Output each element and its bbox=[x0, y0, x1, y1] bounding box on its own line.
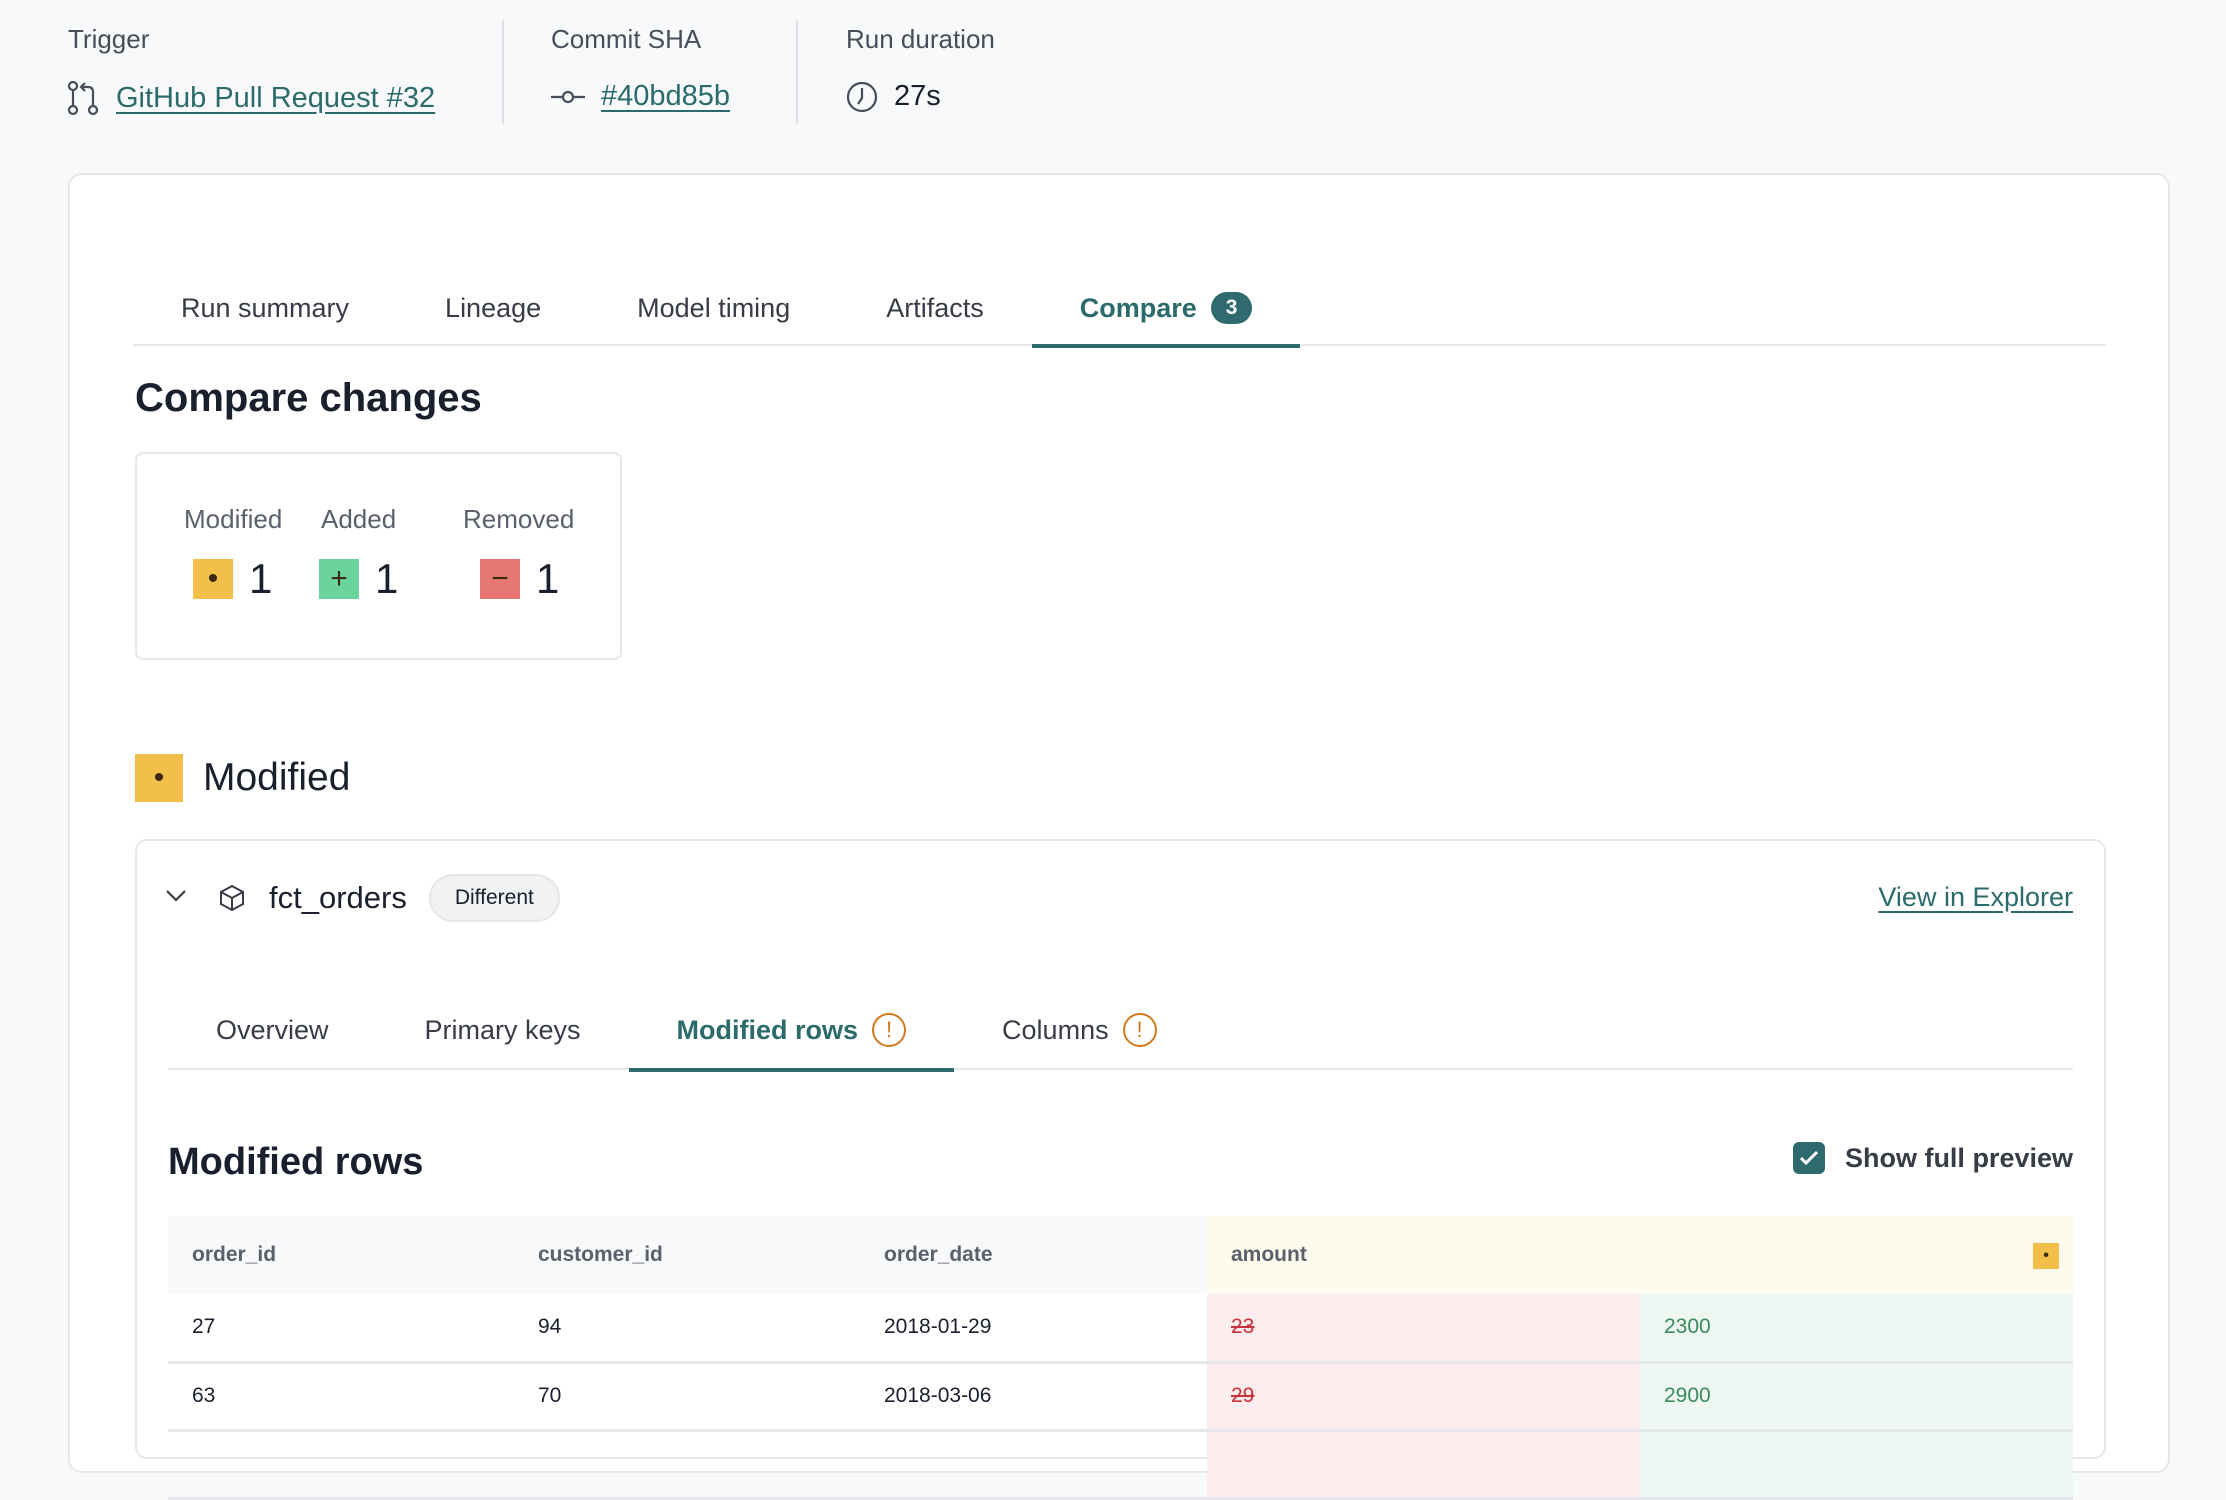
cell-customer-id: 70 bbox=[514, 1362, 860, 1432]
summary-added: Added +1 bbox=[319, 504, 399, 603]
show-full-preview-label: Show full preview bbox=[1844, 1142, 2073, 1173]
summary-count: 1 bbox=[249, 555, 273, 602]
pull-request-link[interactable]: GitHub Pull Request #32 bbox=[116, 81, 436, 114]
modified-rows-table: order_id customer_id order_date amount • … bbox=[168, 1216, 2073, 1500]
cube-icon bbox=[220, 884, 244, 912]
show-full-preview-toggle[interactable]: Show full preview bbox=[1792, 1142, 2073, 1174]
modified-dot-icon: • bbox=[193, 559, 233, 599]
column-header-amount: amount • bbox=[1207, 1216, 2073, 1294]
tab-artifacts[interactable]: Artifacts bbox=[838, 270, 1032, 346]
summary-removed: Removed −1 bbox=[463, 504, 574, 603]
commit-label: Commit SHA bbox=[551, 24, 702, 54]
table-row-partial bbox=[168, 1430, 2073, 1500]
tab-label: Model timing bbox=[637, 292, 791, 323]
modified-dot-icon: • bbox=[2033, 1243, 2059, 1269]
column-header: order_id bbox=[168, 1216, 514, 1294]
model-name: fct_orders bbox=[269, 880, 407, 915]
cell-order-date: 2018-01-29 bbox=[860, 1294, 1207, 1364]
summary-label: Removed bbox=[463, 504, 575, 534]
cell-order-id: 27 bbox=[168, 1294, 514, 1364]
cell-order-date: 2018-03-06 bbox=[860, 1362, 1207, 1432]
page-title: Compare changes bbox=[135, 376, 482, 420]
table-row: 27 94 2018-01-29 23 2300 bbox=[168, 1294, 2073, 1364]
duration-value: 27s bbox=[846, 80, 941, 113]
cell-amount-new: 2300 bbox=[1640, 1294, 2073, 1364]
column-header: order_date bbox=[860, 1216, 1207, 1294]
summary-count: 1 bbox=[536, 555, 560, 602]
model-subtabs: Overview Primary keys Modified rows! Col… bbox=[168, 990, 2073, 1072]
status-badge: Different bbox=[428, 874, 560, 922]
table-header: order_id customer_id order_date amount • bbox=[168, 1216, 2073, 1294]
duration-text: 27s bbox=[894, 80, 941, 112]
modified-dot-icon: • bbox=[135, 754, 183, 802]
view-in-explorer-link[interactable]: View in Explorer bbox=[1878, 882, 2073, 912]
tab-label: Artifacts bbox=[886, 292, 984, 323]
compare-count-badge: 3 bbox=[1210, 292, 1253, 324]
minus-icon: − bbox=[480, 559, 520, 599]
change-summary: Modified • 1 Added +1 Removed −1 bbox=[135, 452, 622, 660]
tab-lineage[interactable]: Lineage bbox=[397, 270, 589, 346]
cell-order-id: 63 bbox=[168, 1362, 514, 1432]
tab-label: Modified rows bbox=[676, 1014, 859, 1045]
warning-icon: ! bbox=[872, 1013, 907, 1047]
cell-amount-old: 29 bbox=[1207, 1362, 1640, 1432]
clock-icon bbox=[846, 81, 878, 112]
tab-run-summary[interactable]: Run summary bbox=[133, 270, 397, 346]
trigger-label: Trigger bbox=[68, 24, 150, 54]
column-header-label: amount bbox=[1231, 1243, 1307, 1266]
modified-section-header: • Modified bbox=[135, 754, 350, 802]
subtab-columns[interactable]: Columns! bbox=[954, 990, 1205, 1070]
tab-model-timing[interactable]: Model timing bbox=[589, 270, 838, 346]
tab-label: Lineage bbox=[445, 292, 542, 323]
commit-icon bbox=[551, 90, 585, 103]
trigger-value: GitHub Pull Request #32 bbox=[66, 80, 435, 116]
summary-label: Modified bbox=[184, 504, 283, 534]
checkbox-checked-icon[interactable] bbox=[1792, 1142, 1825, 1174]
cell-amount-new: 2900 bbox=[1640, 1362, 2073, 1432]
summary-modified: Modified • 1 bbox=[184, 504, 282, 603]
subtab-primary-keys[interactable]: Primary keys bbox=[377, 990, 629, 1070]
tab-label: Columns bbox=[1002, 1014, 1109, 1045]
tab-compare[interactable]: Compare 3 bbox=[1031, 270, 1301, 348]
tab-label: Run summary bbox=[181, 292, 350, 323]
plus-icon: + bbox=[319, 559, 359, 599]
warning-icon: ! bbox=[1122, 1013, 1157, 1047]
subtab-modified-rows[interactable]: Modified rows! bbox=[628, 990, 955, 1072]
table-row: 63 70 2018-03-06 29 2900 bbox=[168, 1362, 2073, 1432]
tab-label: Overview bbox=[216, 1014, 329, 1045]
cell-customer-id: 94 bbox=[514, 1294, 860, 1364]
summary-label: Added bbox=[321, 504, 397, 534]
model-header: fct_orders Different bbox=[165, 874, 560, 922]
pull-request-icon bbox=[67, 80, 99, 116]
chevron-down-icon[interactable] bbox=[165, 889, 195, 908]
tab-label: Compare bbox=[1079, 292, 1197, 323]
column-header: customer_id bbox=[514, 1216, 860, 1294]
commit-link[interactable]: #40bd85b bbox=[601, 80, 731, 112]
summary-count: 1 bbox=[375, 555, 399, 602]
tab-label: Primary keys bbox=[424, 1014, 581, 1045]
cell-amount-old: 23 bbox=[1207, 1294, 1640, 1364]
subtab-overview[interactable]: Overview bbox=[168, 990, 377, 1070]
commit-value: #40bd85b bbox=[551, 80, 730, 113]
modified-rows-title: Modified rows bbox=[168, 1141, 424, 1183]
section-title: Modified bbox=[203, 756, 351, 799]
run-tabs: Run summary Lineage Model timing Artifac… bbox=[133, 270, 2106, 348]
duration-label: Run duration bbox=[846, 24, 995, 54]
